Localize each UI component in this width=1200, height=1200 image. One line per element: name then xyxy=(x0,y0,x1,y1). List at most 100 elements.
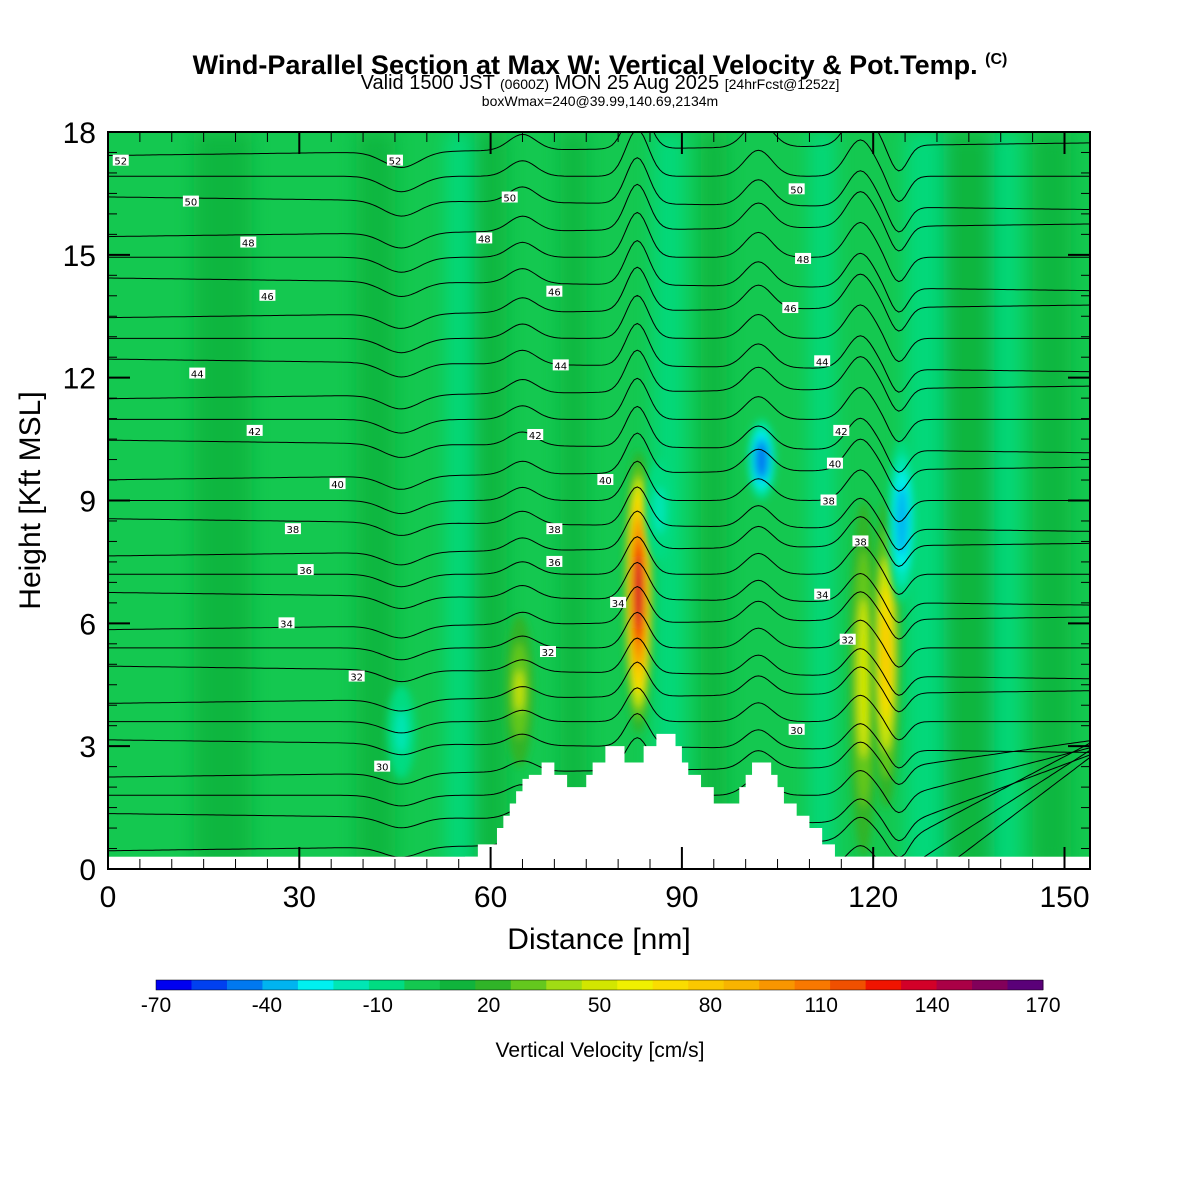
theta-contour-line xyxy=(108,611,1090,668)
contour-label-bg xyxy=(112,154,129,166)
colorbar-tick-label: 170 xyxy=(1025,994,1060,1017)
x-tick-label: 150 xyxy=(1039,881,1089,914)
contour-label-bg xyxy=(546,555,563,567)
colorbar-swatch xyxy=(759,980,796,990)
colorbar-swatch xyxy=(156,980,192,990)
contour-label-text: 44 xyxy=(816,357,829,368)
theta-contour-line xyxy=(108,183,1090,252)
colorbar-swatch xyxy=(901,980,938,990)
contour-label-text: 36 xyxy=(299,566,312,577)
updraft-core xyxy=(505,615,534,767)
contour-label: 30 xyxy=(374,760,391,774)
theta-contour-line xyxy=(108,377,1090,443)
theta-contour-line xyxy=(108,132,1090,203)
colorbar-swatch xyxy=(936,980,973,990)
colorbar-swatch xyxy=(794,980,831,990)
contour-label-bg xyxy=(782,302,799,314)
colorbar-tick-label: 50 xyxy=(588,994,611,1017)
contour-label: 38 xyxy=(852,535,869,548)
theta-contour-line xyxy=(108,510,1090,567)
theta-contour-line xyxy=(108,266,1090,332)
contour-label: 34 xyxy=(278,617,295,630)
contour-label-text: 46 xyxy=(784,304,797,315)
contour-label-text: 42 xyxy=(248,427,261,438)
contour-label-bg xyxy=(240,236,257,248)
contour-label-text: 34 xyxy=(816,591,829,602)
theta-contour-line xyxy=(108,157,1090,233)
contour-label: 38 xyxy=(820,494,837,508)
colorbar-swatch xyxy=(652,980,689,990)
updraft-contour xyxy=(634,556,643,629)
contour-label-bg xyxy=(546,285,563,297)
contour-label-bg xyxy=(386,154,403,166)
theta-contour-line xyxy=(108,586,1090,640)
colorbar: -70 -40 -10 20 50 80 110 140 170 Vertical Velocit… xyxy=(141,979,1061,1062)
contour-label-text: 48 xyxy=(478,234,491,245)
contour-label-text: 40 xyxy=(331,480,344,491)
contour-label: 42 xyxy=(246,424,263,438)
contour-label-text: 44 xyxy=(191,370,204,381)
contour-label-bg xyxy=(814,588,831,600)
contour-label-bg xyxy=(182,195,199,207)
contour-label-text: 50 xyxy=(185,198,198,209)
contour-label-text: 32 xyxy=(350,673,363,684)
contour-label-bg xyxy=(814,355,831,367)
colorbar-swatch xyxy=(723,980,760,990)
contour-label-text: 40 xyxy=(599,476,612,487)
colorbar-swatch xyxy=(865,980,902,990)
contour-label-text: 48 xyxy=(242,239,255,250)
colorbar-swatch xyxy=(226,980,263,990)
theta-contour-line xyxy=(108,460,1090,523)
contour-label-bg xyxy=(788,183,805,195)
colorbar-tick-label: 140 xyxy=(915,994,950,1017)
contour-label-bg xyxy=(189,367,206,379)
theta-contours xyxy=(108,132,1090,869)
contour-label: 44 xyxy=(189,367,206,381)
contour-label-text: 50 xyxy=(503,194,516,205)
contour-label-bg xyxy=(839,633,856,645)
contour-label: 44 xyxy=(552,359,569,372)
y-tick-label: 12 xyxy=(63,363,96,396)
contour-label-bg xyxy=(826,457,843,469)
contour-label: 34 xyxy=(610,596,627,610)
colorbar-swatch xyxy=(368,980,405,990)
contour-label: 38 xyxy=(284,523,301,536)
colorbar-swatch xyxy=(546,980,583,990)
contour-label: 32 xyxy=(539,645,556,659)
colorbar-swatch xyxy=(581,980,618,990)
contour-label-text: 42 xyxy=(529,431,542,442)
valid-date: MON 25 Aug 2025 xyxy=(554,72,720,94)
contour-label-text: 38 xyxy=(548,525,561,536)
theta-contour-line xyxy=(108,240,1090,313)
valid-prefix: Valid 1500 JST xyxy=(360,72,495,94)
contour-label-text: 42 xyxy=(835,427,848,438)
colorbar-tick-label: 20 xyxy=(477,994,500,1017)
contour-label: 48 xyxy=(240,236,257,250)
contour-label: 50 xyxy=(788,183,805,196)
downdraft-contour xyxy=(394,710,408,754)
updraft-contour xyxy=(882,613,890,695)
colorbar-swatch xyxy=(191,980,228,990)
contour-label: 46 xyxy=(546,285,563,299)
colorbar-tick-label: 80 xyxy=(699,994,722,1017)
colorbar-label: Vertical Velocity [cm/s] xyxy=(496,1039,705,1062)
y-axis-label: Height [Kft MSL] xyxy=(14,391,47,609)
contour-label: 50 xyxy=(182,195,199,209)
colorbar-swatch xyxy=(510,980,547,990)
colorbar-swatch xyxy=(830,980,867,990)
colorbar-swatch xyxy=(297,980,334,990)
contour-label-bg xyxy=(788,723,805,735)
colorbar-swatch xyxy=(972,980,1009,990)
contour-label-bg xyxy=(539,645,556,657)
colorbar-swatch xyxy=(1007,980,1044,990)
terrain-mask xyxy=(108,733,1090,869)
updraft-contour xyxy=(857,598,870,759)
contour-label-text: 32 xyxy=(841,636,854,647)
colorbar-frame xyxy=(155,979,1044,991)
theta-contour-line xyxy=(108,712,1090,769)
x-tick-label: 0 xyxy=(100,881,117,914)
contour-label-text: 50 xyxy=(790,185,803,196)
contour-label: 40 xyxy=(826,457,843,471)
contour-label: 36 xyxy=(297,564,314,577)
theta-contour-line xyxy=(108,432,1090,492)
